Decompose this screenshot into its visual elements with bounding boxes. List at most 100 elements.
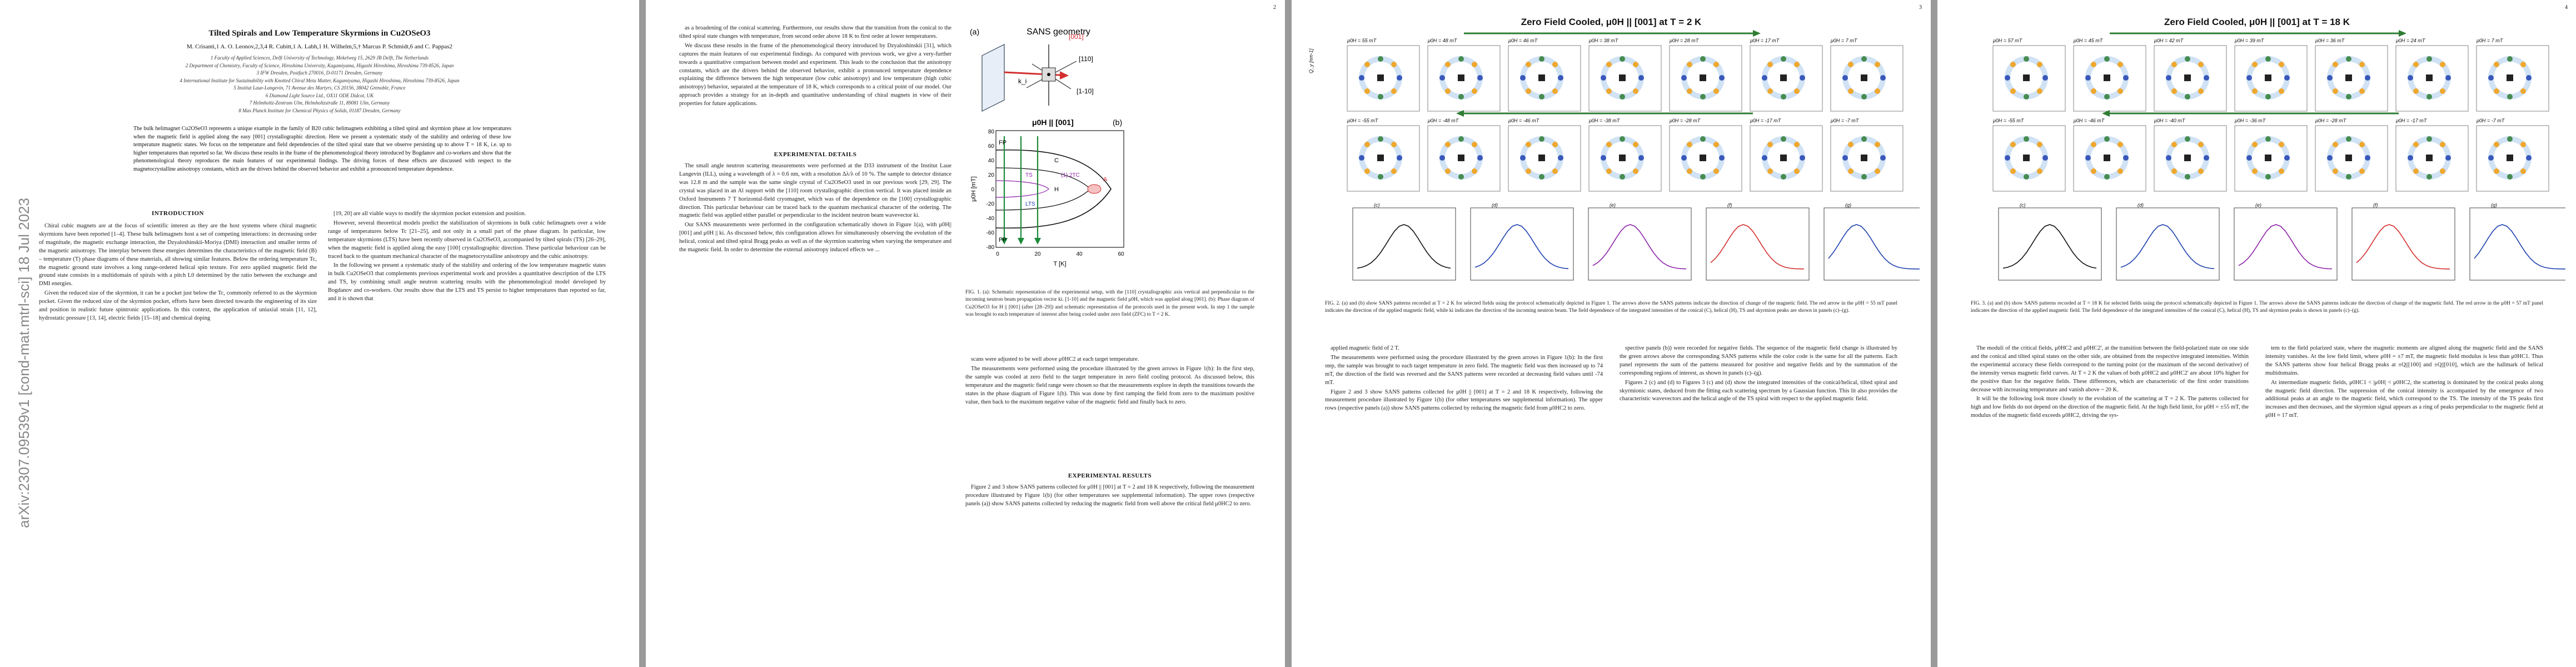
intensity-curve — [1710, 224, 1805, 270]
bragg-peak — [1620, 136, 1625, 142]
bragg-peak — [1539, 136, 1544, 142]
figure-2-panel-labels: μ0H = 55 mT μ0H = 48 mT μ0H = 46 mT μ0H … — [1308, 29, 1920, 290]
intensity-curve — [1357, 224, 1451, 269]
bragg-peak — [2426, 56, 2432, 62]
page-1: arXiv:2307.09539v1 [cond-mat.mtrl-sci] 1… — [0, 0, 639, 667]
panel-label: μ0H = 46 mT — [1508, 38, 1538, 43]
panel-label: μ0H = 42 mT — [2154, 38, 2184, 43]
bragg-peak — [1439, 75, 1445, 81]
page-number: 2 — [1273, 4, 1276, 11]
page2-column-2: scans were adjusted to be well above μ0H… — [965, 356, 1254, 407]
author-list: M. Crisanti,1 A. O. Leonov,2,3,4 R. Cubi… — [186, 43, 453, 50]
beam-stop — [2265, 74, 2271, 81]
phase-label-fp-bottom: FP — [999, 237, 1007, 243]
affiliation-1: 1 Faculty of Applied Sciences, Delft Uni… — [210, 55, 429, 61]
bragg-peak — [1472, 88, 1477, 94]
bragg-peak — [1794, 168, 1800, 174]
bragg-peak — [2024, 136, 2029, 142]
bragg-peak — [2091, 88, 2096, 94]
panel-a-title: SANS geometry — [1027, 27, 1090, 37]
panel-label: μ0H = 55 mT — [1347, 38, 1377, 43]
bragg-peak — [2085, 155, 2091, 161]
bragg-peak — [1633, 62, 1638, 67]
bottom-panel-label: (g) — [2491, 202, 2497, 208]
bragg-peak — [1606, 88, 1612, 94]
paragraph: as a broadening of the conical scatterin… — [679, 25, 951, 39]
phase-label-conical: C — [1054, 157, 1059, 164]
intensity-curve — [1474, 224, 1569, 270]
bragg-peak — [1606, 168, 1612, 174]
bragg-peak — [1800, 155, 1805, 161]
bragg-peak — [2024, 174, 2029, 180]
panel-label: μ0H = -55 mT — [1347, 118, 1378, 123]
bragg-peak — [1520, 155, 1526, 161]
bragg-peak — [1364, 88, 1370, 94]
bragg-peak — [1719, 155, 1725, 161]
bragg-peak — [1520, 75, 1526, 81]
bragg-peak — [1875, 88, 1880, 94]
figure-3-title: Zero Field Cooled, μ0H || [001] at T = 1… — [2164, 17, 2350, 27]
figure-3-caption: FIG. 3. (a) and (b) show SANS patterns r… — [1971, 301, 2543, 314]
affiliation-4: 4 International Institute for Sustainabi… — [180, 77, 460, 83]
bragg-peak — [1700, 174, 1706, 180]
bragg-peak — [2426, 174, 2432, 180]
bragg-peak — [2091, 62, 2096, 67]
bragg-peak — [2010, 142, 2016, 147]
bottom-plot-frame — [1998, 207, 2102, 281]
beam-stop — [1619, 74, 1626, 81]
bragg-peak — [2091, 168, 2096, 174]
intensity-curve — [2120, 224, 2215, 270]
bragg-peak — [1767, 88, 1773, 94]
beam-stop — [1538, 74, 1545, 81]
x-axis-label: T [K] — [1053, 261, 1066, 267]
sans-geometry-sketch — [981, 44, 1077, 112]
bragg-peak — [1477, 155, 1483, 161]
bragg-peak — [2408, 75, 2413, 81]
bragg-peak — [1861, 136, 1867, 142]
bragg-peak — [2010, 62, 2016, 67]
beam-stop — [1700, 155, 1706, 161]
bragg-peak — [1458, 56, 1464, 62]
bragg-peak — [1526, 168, 1531, 174]
panel-label: μ0H = -17 mT — [1750, 118, 1781, 123]
bragg-peak — [1880, 155, 1886, 161]
bragg-peak — [2166, 75, 2171, 81]
y-tick: 0 — [991, 187, 994, 193]
arrow-row-b — [1456, 110, 1753, 117]
bragg-peak — [2413, 168, 2419, 174]
sans-row-b — [1992, 125, 2549, 192]
intro-column-2: [19, 20] are all viable ways to modify t… — [328, 210, 606, 305]
panel-label: μ0H = 36 mT — [2315, 38, 2345, 43]
bottom-plot-frame — [2116, 207, 2220, 281]
page-2: 2 as a broadening of the conical scatter… — [646, 0, 1285, 667]
phase-boundaries — [995, 136, 1112, 245]
page-3: 3 Zero Field Cooled, μ0H || [001] at T =… — [1292, 0, 1931, 667]
arrow-row-a — [2110, 30, 2406, 37]
y-tick: -60 — [986, 230, 995, 236]
abstract: The bulk helimagnet Cu2OSeO3 represents … — [133, 126, 511, 172]
bragg-peak — [2445, 155, 2451, 161]
bragg-peak — [2104, 94, 2110, 99]
bottom-panel-label: (e) — [2255, 202, 2261, 208]
beam-stop — [2184, 74, 2191, 81]
bragg-peak — [1687, 168, 1692, 174]
bragg-peak — [1458, 136, 1464, 142]
bragg-peak — [2171, 62, 2177, 67]
bragg-peak — [2198, 142, 2204, 147]
bragg-peak — [1875, 168, 1880, 174]
bragg-peak — [2185, 94, 2190, 99]
bragg-peak — [2185, 56, 2190, 62]
bottom-plot-frame — [1352, 207, 1456, 281]
bragg-peak — [1526, 62, 1531, 67]
bragg-peak — [2198, 88, 2204, 94]
beam-stop — [2104, 155, 2110, 161]
paragraph: Figure 2 and 3 show SANS patterns collec… — [965, 484, 1254, 507]
bottom-panel-label: (c) — [2020, 202, 2026, 208]
bragg-peak — [2171, 88, 2177, 94]
bragg-peak — [1378, 174, 1383, 180]
bragg-peak — [1477, 75, 1483, 81]
axis-label-1m10: [1-10] — [1077, 87, 1094, 95]
sans-row-a — [1347, 45, 1904, 112]
beam-stop — [1377, 155, 1384, 161]
bragg-peak — [2252, 62, 2258, 67]
